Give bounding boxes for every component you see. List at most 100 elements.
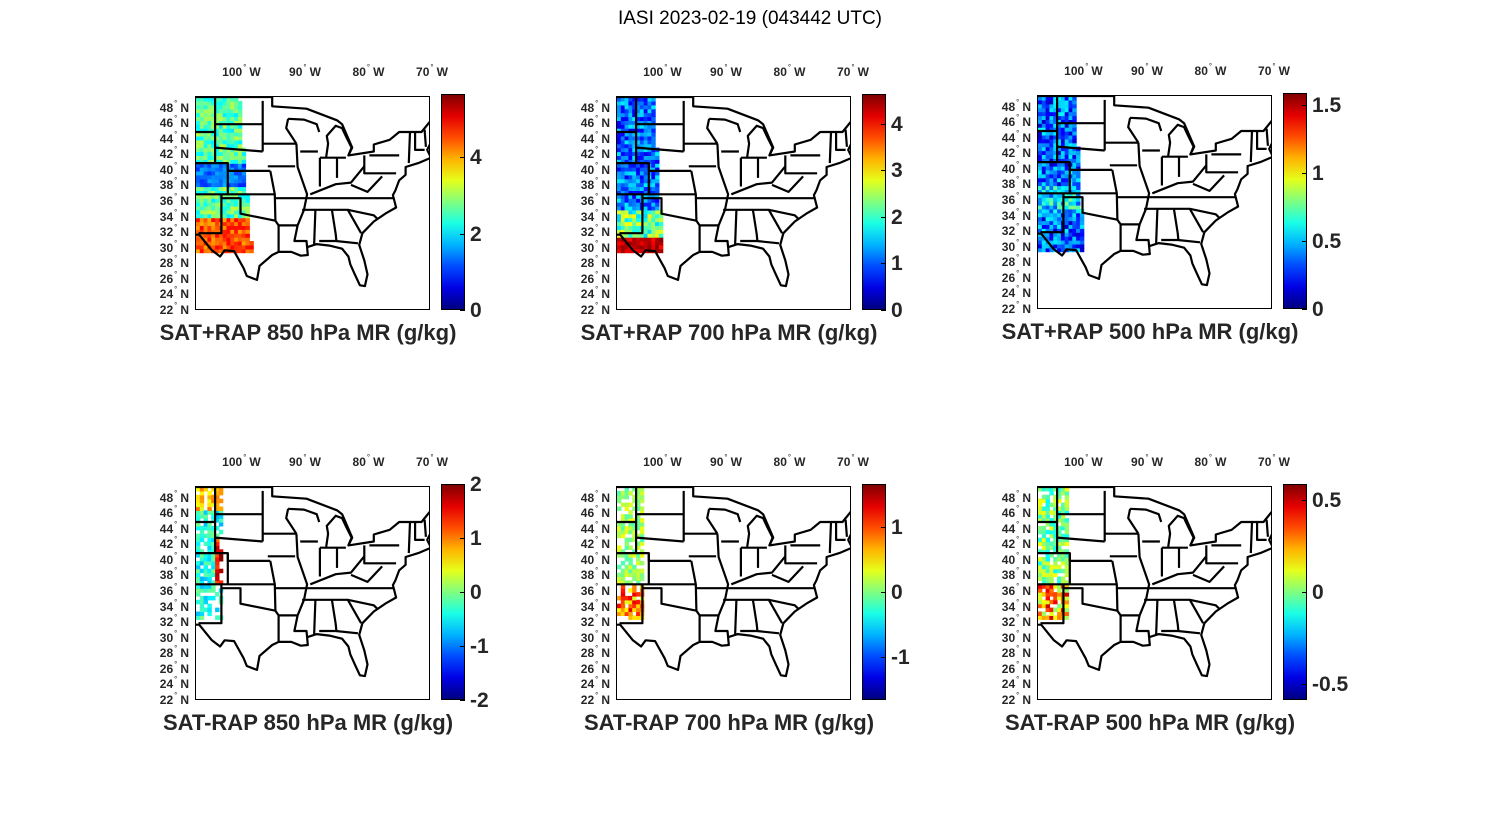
swath-pixel <box>215 564 220 570</box>
swath-pixel <box>226 202 231 207</box>
swath-pixel <box>199 135 205 141</box>
swath-pixel <box>1068 216 1073 222</box>
lon-hemisphere: W <box>249 455 261 469</box>
lat-hemisphere: N <box>180 537 189 552</box>
swath-pixel <box>230 205 235 211</box>
colorbar <box>441 94 465 310</box>
swath-pixel <box>215 135 220 141</box>
swath-pixel <box>632 244 637 250</box>
lat-hemisphere: N <box>180 225 189 240</box>
swath-pixel <box>628 537 633 543</box>
swath-pixel <box>207 174 212 180</box>
swath-pixel <box>632 241 637 246</box>
swath-pixel <box>1076 243 1081 249</box>
swath-pixel <box>1060 107 1066 113</box>
swath-pixel <box>241 186 247 191</box>
swath-pixel <box>226 198 231 203</box>
state-border <box>221 197 276 222</box>
swath-pixel <box>639 533 645 539</box>
state-border <box>784 545 818 565</box>
swath-pixel <box>215 545 220 550</box>
swath-pixel <box>203 514 208 519</box>
lat-degree: 28 <box>580 646 595 661</box>
swath-pixel <box>655 209 660 215</box>
swath-pixel <box>1064 506 1070 511</box>
swath-pixel <box>620 209 626 215</box>
lat-hemisphere: N <box>180 162 189 177</box>
swath-pixel <box>241 205 247 211</box>
swath-pixel <box>628 221 633 226</box>
swath-pixel <box>636 159 641 164</box>
swath-pixel <box>620 580 626 585</box>
swath-pixel <box>1049 228 1054 233</box>
swath-pixel <box>628 553 633 558</box>
state-border <box>1155 599 1159 636</box>
lon-degree: 90 <box>289 65 303 79</box>
swath-pixel <box>1072 166 1077 171</box>
swath-pixel <box>203 139 208 145</box>
degree-symbol: ° <box>1085 62 1089 71</box>
swath-pixel <box>234 229 239 234</box>
swath-pixel <box>620 205 626 211</box>
lon-degree: 80 <box>773 455 787 469</box>
swath-pixel <box>1053 557 1058 562</box>
swath-pixel <box>620 112 626 118</box>
swath-pixel <box>211 178 216 184</box>
state-border <box>690 560 701 642</box>
swath-pixel <box>218 139 224 145</box>
swath-pixel <box>1038 224 1043 229</box>
swath-pixel <box>1045 169 1050 175</box>
swath-pixel <box>207 194 212 199</box>
swath-pixel <box>617 128 622 133</box>
swath-pixel <box>1041 494 1047 500</box>
lon-hemisphere: W <box>794 65 806 79</box>
swath-pixel <box>203 584 208 589</box>
swath-pixel <box>1068 107 1073 113</box>
swath-pixel <box>207 549 212 554</box>
swath-pixel <box>226 194 231 199</box>
colorbar-tick-mark <box>881 263 886 265</box>
swath-pixel <box>1057 107 1062 113</box>
swath-pixel <box>218 120 224 125</box>
swath-pixel <box>628 147 633 153</box>
lon-degree: 70 <box>1258 455 1272 469</box>
swath-pixel <box>1049 607 1054 613</box>
lat-hemisphere: N <box>1022 584 1031 599</box>
swath-pixel <box>1068 127 1073 132</box>
swath-pixel <box>1060 177 1066 183</box>
swath-pixel <box>215 607 220 613</box>
swath-pixel <box>639 510 645 515</box>
swath-pixel <box>211 518 216 523</box>
swath-pixel <box>1060 541 1066 546</box>
swath-pixel <box>226 135 231 141</box>
swath-pixel <box>1064 127 1070 132</box>
swath-pixel <box>1045 138 1050 144</box>
state-border <box>293 533 309 638</box>
swath-pixel <box>1057 592 1062 597</box>
swath-pixel <box>1045 212 1050 218</box>
swath-pixel <box>215 248 220 254</box>
swath-pixel <box>199 560 205 566</box>
swath-pixel <box>624 494 629 500</box>
swath-pixel <box>1064 599 1070 605</box>
swath-pixel <box>632 163 637 168</box>
swath-pixel <box>1079 247 1085 253</box>
swath-pixel <box>1072 103 1077 109</box>
swath-pixel <box>1041 220 1047 225</box>
swath-pixel <box>1057 189 1062 194</box>
swath-pixel <box>1064 96 1070 101</box>
lat-hemisphere: N <box>1022 270 1031 285</box>
swath-pixel <box>1057 201 1062 206</box>
swath-pixel <box>620 522 626 527</box>
swath-pixel <box>207 568 212 574</box>
swath-pixel <box>658 237 664 242</box>
state-border <box>1167 123 1195 157</box>
state-border <box>709 507 742 523</box>
lon-hemisphere: W <box>730 65 742 79</box>
degree-symbol: ° <box>174 613 178 623</box>
swath-pixel <box>628 194 633 199</box>
map-canvas <box>617 487 850 678</box>
lat-tick-label: 32° N <box>570 223 610 240</box>
swath-pixel <box>1038 185 1043 190</box>
swath-pixel <box>234 155 239 160</box>
